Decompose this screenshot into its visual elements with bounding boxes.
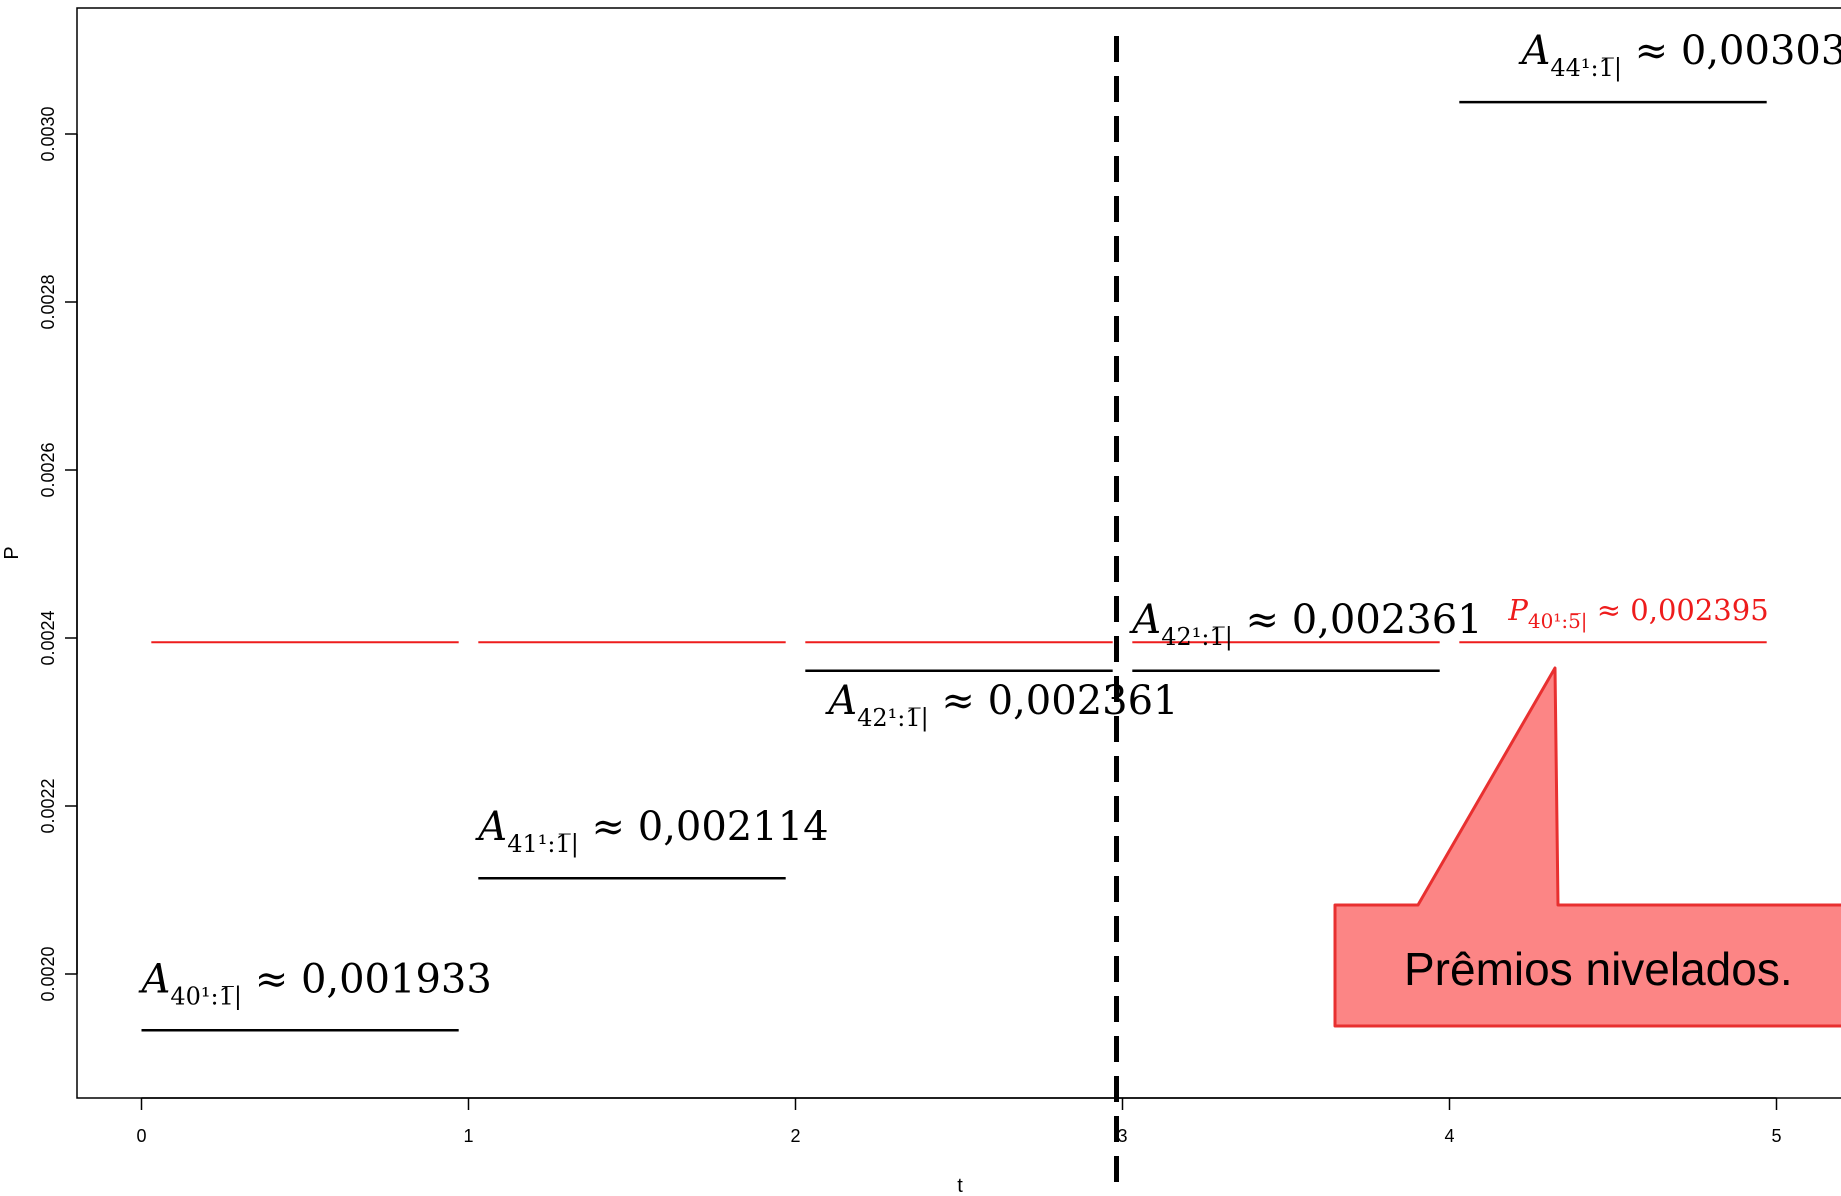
value-annotation: A44¹:1̅| ≈ 0,003038 xyxy=(1517,28,1841,83)
y-tick-label: 0.0030 xyxy=(38,106,58,161)
value-annotation: A41¹:1̅| ≈ 0,002114 xyxy=(474,804,828,859)
x-tick-label: 3 xyxy=(1117,1126,1127,1146)
callout: Prêmios nivelados. xyxy=(1333,666,1841,1028)
y-tick-label: 0.0024 xyxy=(38,610,58,665)
x-tick-label: 5 xyxy=(1771,1126,1781,1146)
callout-text: Prêmios nivelados. xyxy=(1404,943,1793,995)
x-tick-label: 0 xyxy=(136,1126,146,1146)
callout-shape xyxy=(1333,666,1841,1028)
y-tick-label: 0.0020 xyxy=(38,946,58,1001)
x-tick-label: 4 xyxy=(1444,1126,1454,1146)
y-axis: 0.0020 0.0022 0.0024 0.0026 0.0028 0.0030 xyxy=(38,106,78,1002)
value-annotation: A42¹:1̅| ≈ 0,002361 xyxy=(1128,597,1482,652)
series-layer xyxy=(141,100,1767,1032)
value-annotation: A42¹:1̅| ≈ 0,002361 xyxy=(824,678,1178,733)
value-annotation: P40¹:5̅| ≈ 0,002395 xyxy=(1507,593,1768,634)
x-tick-label: 1 xyxy=(463,1126,473,1146)
x-axis: 0 1 2 3 4 5 xyxy=(136,1097,1782,1146)
annotation-layer: A40¹:1̅| ≈ 0,001933 A41¹:1̅| ≈ 0,002114 A4… xyxy=(138,28,1841,1011)
y-tick-label: 0.0022 xyxy=(38,778,58,833)
x-tick-label: 2 xyxy=(790,1126,800,1146)
x-axis-title: t xyxy=(957,1175,963,1196)
y-tick-label: 0.0026 xyxy=(38,442,58,497)
value-annotation: A40¹:1̅| ≈ 0,001933 xyxy=(138,956,492,1011)
y-axis-title: P xyxy=(1,546,23,559)
y-tick-label: 0.0028 xyxy=(38,274,58,329)
